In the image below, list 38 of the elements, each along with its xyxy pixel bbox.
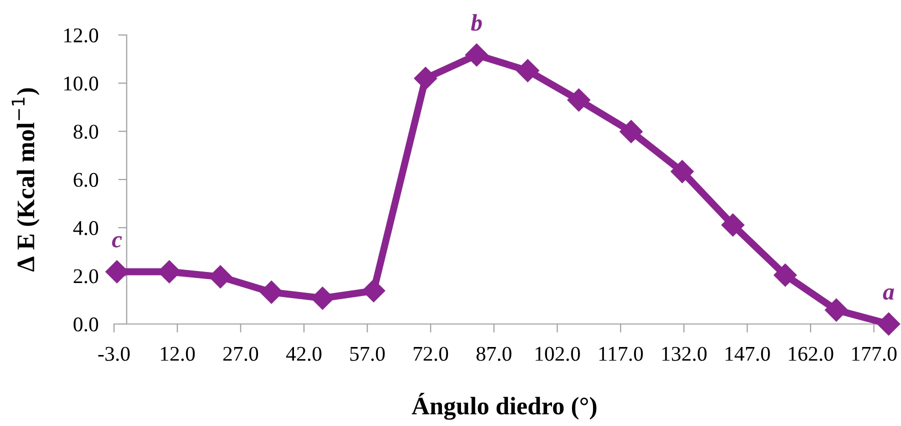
point <box>774 264 797 287</box>
point <box>567 88 590 112</box>
point <box>721 214 744 237</box>
y-tick-label: 12.0 <box>64 28 98 43</box>
x-tick-label: 27.0 <box>223 346 258 361</box>
x-tick-label: -3.0 <box>98 346 130 361</box>
point <box>516 59 540 82</box>
x-axis-title: Ángulo diedro (°) <box>412 392 596 420</box>
point <box>620 120 643 144</box>
y-axis-title: Δ E (Kcal mol$^{−1}$) <box>12 88 40 272</box>
x-tick-label: 57.0 <box>350 346 385 361</box>
annotation: b <box>471 14 482 31</box>
x-tick-label: 42.0 <box>286 346 322 361</box>
y-tick-label: 6.0 <box>74 172 98 188</box>
point <box>877 312 900 336</box>
point <box>414 66 438 90</box>
y-tick-label: 4.0 <box>73 221 98 236</box>
y-tick-label: 2.0 <box>74 269 98 284</box>
point <box>465 43 488 66</box>
y-tick-label: 10.0 <box>64 76 98 91</box>
x-tick-label: 12.0 <box>160 346 195 361</box>
point <box>260 280 283 304</box>
x-tick-label: 147.0 <box>726 346 770 361</box>
annotation: a <box>883 288 894 300</box>
x-tick-label: 102.0 <box>536 346 580 361</box>
x-tick-label: 87.0 <box>476 346 512 361</box>
point <box>824 298 848 322</box>
x-tick-label: 72.0 <box>414 346 448 361</box>
point <box>311 286 334 310</box>
annotation: c <box>112 236 122 248</box>
y-tick-label: 0.0 <box>74 317 98 332</box>
x-tick-label: 117.0 <box>599 346 643 361</box>
x-tick-label: 132.0 <box>662 346 707 361</box>
point <box>670 160 694 184</box>
x-tick-label: 177.0 <box>852 346 897 361</box>
y-tick-label: 8.0 <box>74 124 98 139</box>
point <box>362 279 386 302</box>
x-tick-label: 162.0 <box>788 346 834 361</box>
